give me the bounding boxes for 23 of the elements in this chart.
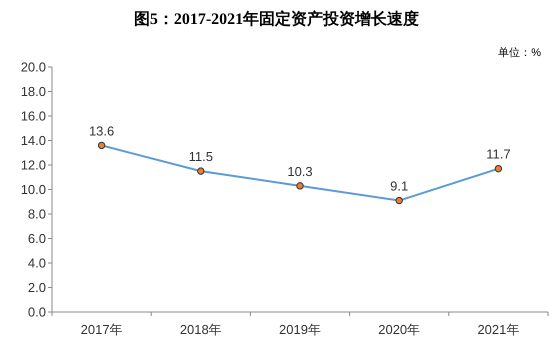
data-label: 11.7	[486, 146, 511, 162]
y-tick-label: 12.0	[20, 158, 46, 172]
data-label: 10.3	[287, 164, 313, 179]
y-tick-label: 16.0	[20, 108, 46, 124]
y-tick-label: 14.0	[20, 133, 46, 148]
x-tick-label: 2021年	[477, 322, 520, 337]
y-tick-label: 10.0	[20, 182, 46, 197]
data-label: 13.6	[88, 123, 114, 138]
y-tick-label: 2.0	[28, 280, 46, 295]
data-label: 11.5	[188, 149, 213, 164]
y-tick-label: 18.0	[20, 84, 46, 99]
y-tick-label: 6.0	[28, 231, 46, 246]
x-tick-label: 2020年	[378, 322, 420, 337]
y-tick-label: 0.0	[28, 304, 46, 320]
chart-title: 图5：2017-2021年固定资产投资增长速度	[134, 9, 420, 28]
x-tick-label: 2017年	[80, 322, 123, 337]
x-tick-label: 2019年	[279, 322, 321, 337]
text: 单位：%	[498, 46, 542, 59]
x-tick-label: 2018年	[180, 322, 222, 337]
y-tick-label: 4.0	[28, 256, 46, 270]
y-tick-label: 20.0	[20, 60, 46, 74]
data-label: 9.1	[390, 178, 408, 194]
y-tick-label: 8.0	[28, 206, 46, 222]
